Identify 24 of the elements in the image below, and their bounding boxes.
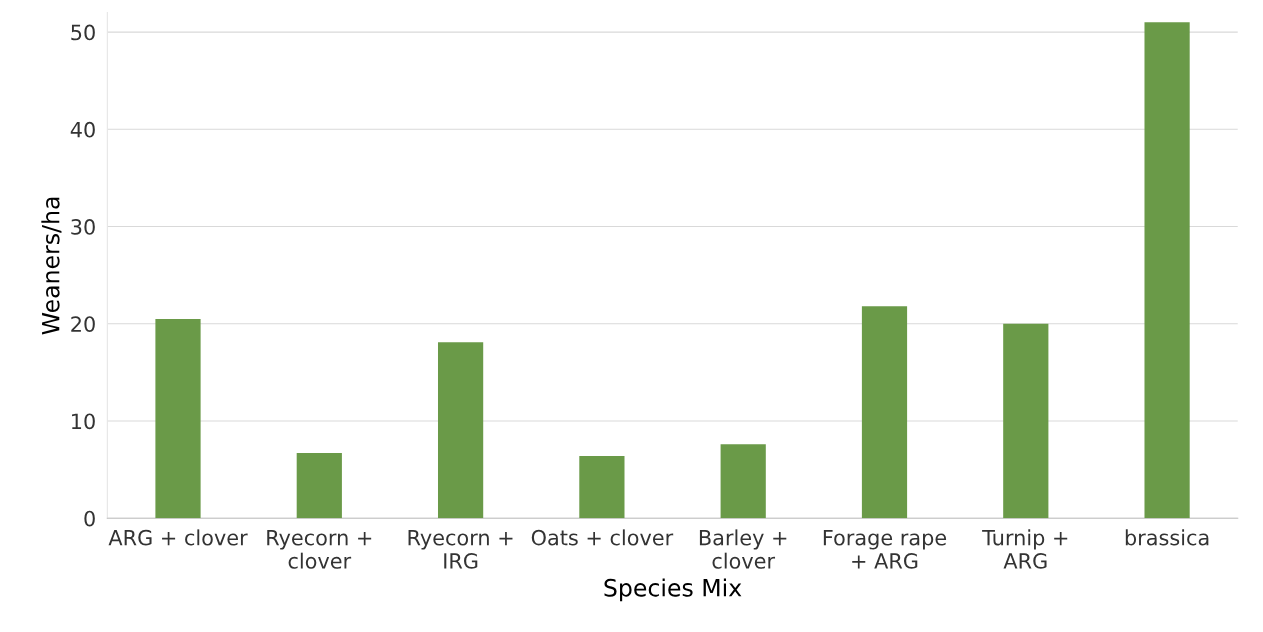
y-tick-label: 40 bbox=[70, 121, 95, 138]
y-tick-label: 0 bbox=[84, 510, 95, 527]
x-tick-label: Oats + clover bbox=[531, 529, 674, 546]
bar bbox=[155, 318, 201, 519]
x-tick-label: Turnip + ARG bbox=[982, 529, 1068, 569]
y-axis-title: Weaners/ha bbox=[41, 197, 62, 335]
x-tick-label: Forage rape + ARG bbox=[823, 529, 947, 569]
y-tick-label: 10 bbox=[72, 413, 95, 430]
bar bbox=[437, 342, 484, 519]
y-tick-label: 20 bbox=[71, 316, 95, 332]
y-tick-label: 50 bbox=[71, 24, 95, 41]
x-axis-title: Species Mix bbox=[604, 578, 742, 602]
bar bbox=[861, 306, 908, 519]
bar bbox=[1003, 323, 1049, 519]
bar bbox=[1144, 22, 1190, 519]
x-tick-label: brassica bbox=[1125, 529, 1209, 546]
bar bbox=[720, 444, 766, 519]
bar bbox=[296, 453, 342, 519]
x-tick-label: Ryecorn + clover bbox=[267, 529, 372, 569]
x-tick-label: Ryecorn + IRG bbox=[408, 529, 513, 569]
y-tick-label: 30 bbox=[71, 219, 95, 235]
x-tick-label: ARG + clover bbox=[108, 529, 248, 546]
bar bbox=[579, 456, 625, 519]
x-tick-label: Barley + clover bbox=[699, 529, 787, 569]
